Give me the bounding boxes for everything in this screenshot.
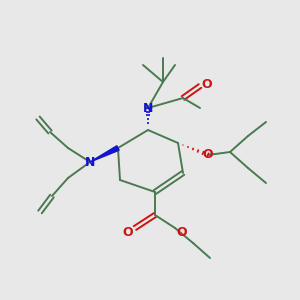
Text: O: O <box>203 148 213 161</box>
Text: N: N <box>143 101 153 115</box>
Text: O: O <box>202 77 212 91</box>
Polygon shape <box>90 146 119 162</box>
Text: O: O <box>123 226 133 238</box>
Text: O: O <box>177 226 187 238</box>
Text: N: N <box>85 155 95 169</box>
